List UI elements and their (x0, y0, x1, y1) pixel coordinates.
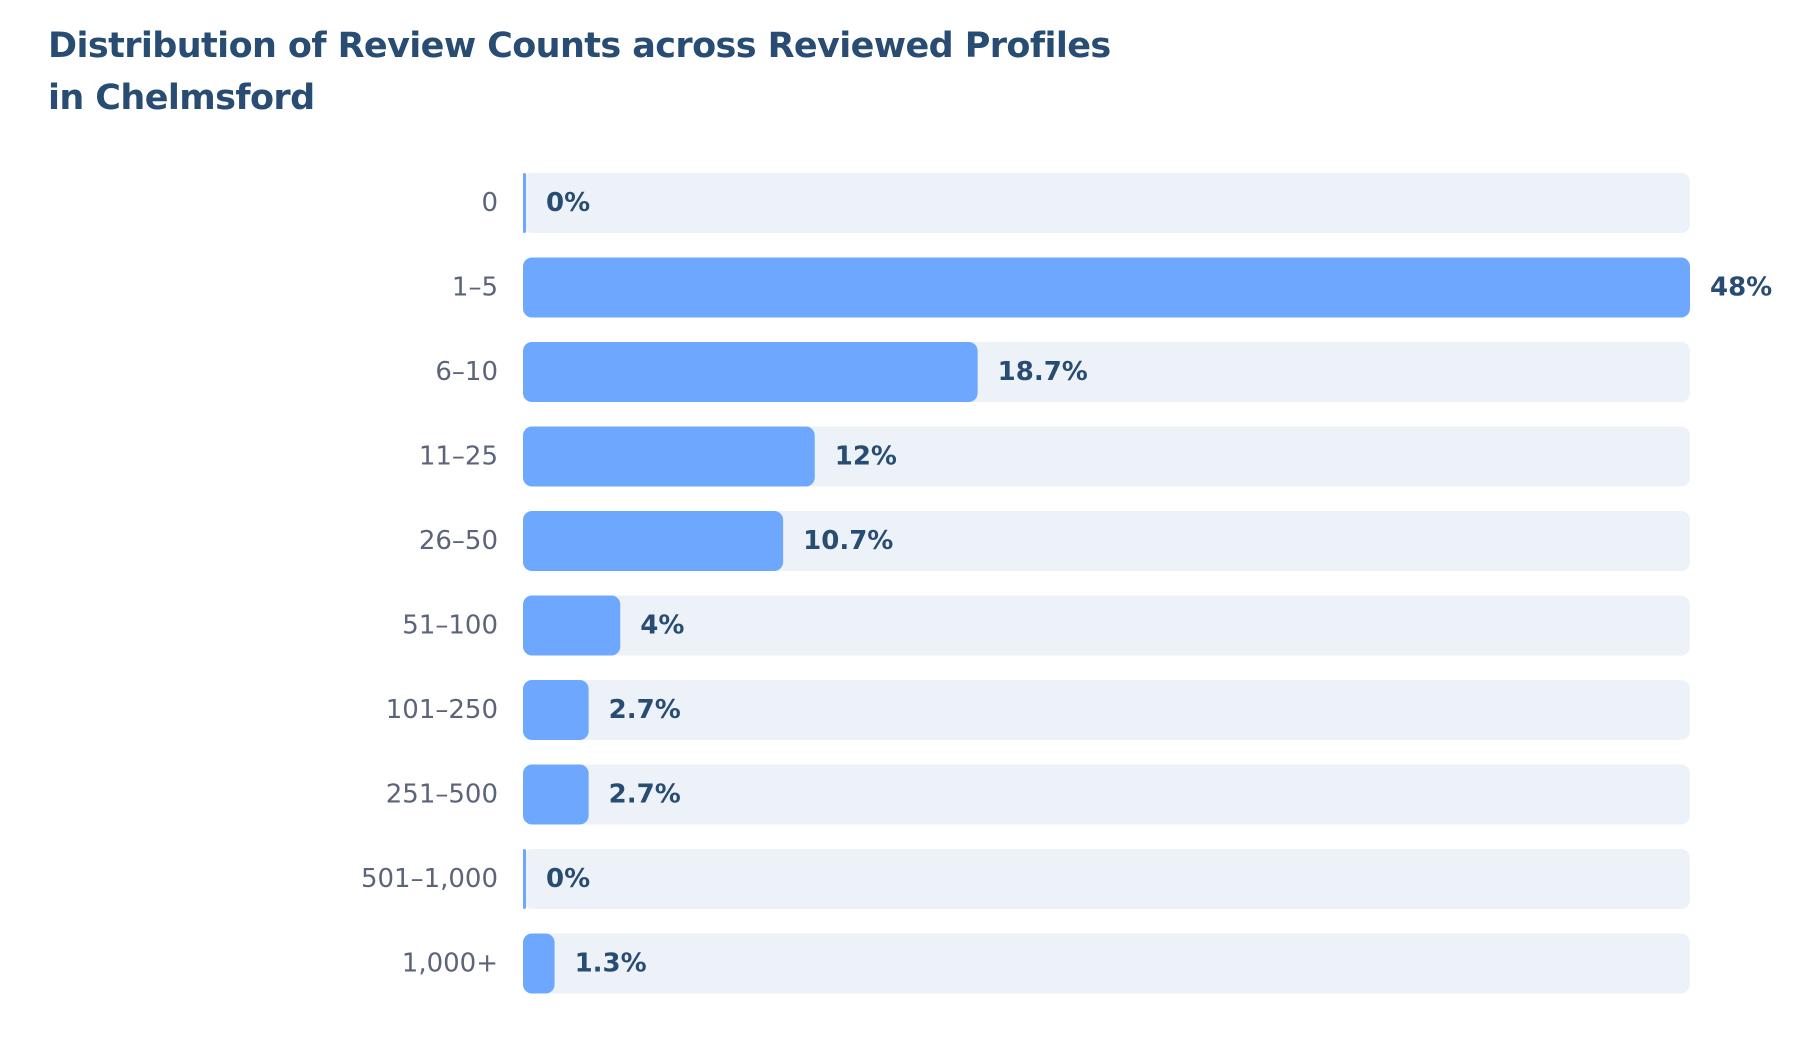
bar (523, 764, 589, 825)
category-label: 11–25 (419, 442, 498, 472)
value-label: 2.7% (609, 695, 681, 725)
bar (523, 173, 526, 233)
bar (523, 342, 978, 402)
category-label: 1,000+ (402, 949, 498, 979)
bar (523, 257, 1690, 318)
bar-row: 251–500 2.7% (386, 764, 1690, 825)
bar-row: 501–1,000 0% (361, 849, 1690, 909)
bar (523, 511, 784, 571)
bar-track (523, 849, 1690, 909)
bar-row: 11–25 12% (419, 426, 1690, 487)
bar-track (523, 595, 1690, 656)
bar-row: 26–50 10.7% (419, 511, 1690, 571)
value-label: 10.7% (803, 526, 893, 556)
bar (523, 933, 555, 994)
bar-track (523, 173, 1690, 233)
bar (523, 849, 526, 909)
bar (523, 595, 621, 656)
value-label: 0% (546, 188, 590, 218)
value-label: 4% (640, 611, 684, 641)
category-label: 26–50 (419, 526, 498, 556)
value-label: 48% (1710, 273, 1772, 303)
bar-row: 1–5 48% (452, 257, 1772, 318)
category-label: 0 (481, 188, 498, 218)
bar-track (523, 680, 1690, 740)
bar (523, 426, 815, 487)
bar-row: 1,000+ 1.3% (402, 933, 1690, 994)
bar-row: 51–100 4% (402, 595, 1690, 656)
chart-title: Distribution of Review Counts across Rev… (48, 26, 1111, 118)
value-label: 18.7% (998, 357, 1088, 387)
bar-track (523, 511, 1690, 571)
value-label: 1.3% (575, 949, 647, 979)
category-label: 51–100 (402, 611, 498, 641)
category-label: 1–5 (452, 273, 498, 303)
category-label: 501–1,000 (361, 864, 498, 894)
category-label: 251–500 (386, 780, 498, 810)
bar-row: 6–10 18.7% (435, 342, 1690, 402)
category-label: 101–250 (386, 695, 498, 725)
bar (523, 680, 589, 740)
value-label: 12% (835, 442, 897, 472)
bar-row: 101–250 2.7% (386, 680, 1690, 740)
bar-track (523, 933, 1690, 994)
value-label: 0% (546, 864, 590, 894)
bar-row: 0 0% (481, 173, 1690, 233)
value-label: 2.7% (609, 780, 681, 810)
category-label: 6–10 (435, 357, 498, 387)
bar-track (523, 764, 1690, 825)
